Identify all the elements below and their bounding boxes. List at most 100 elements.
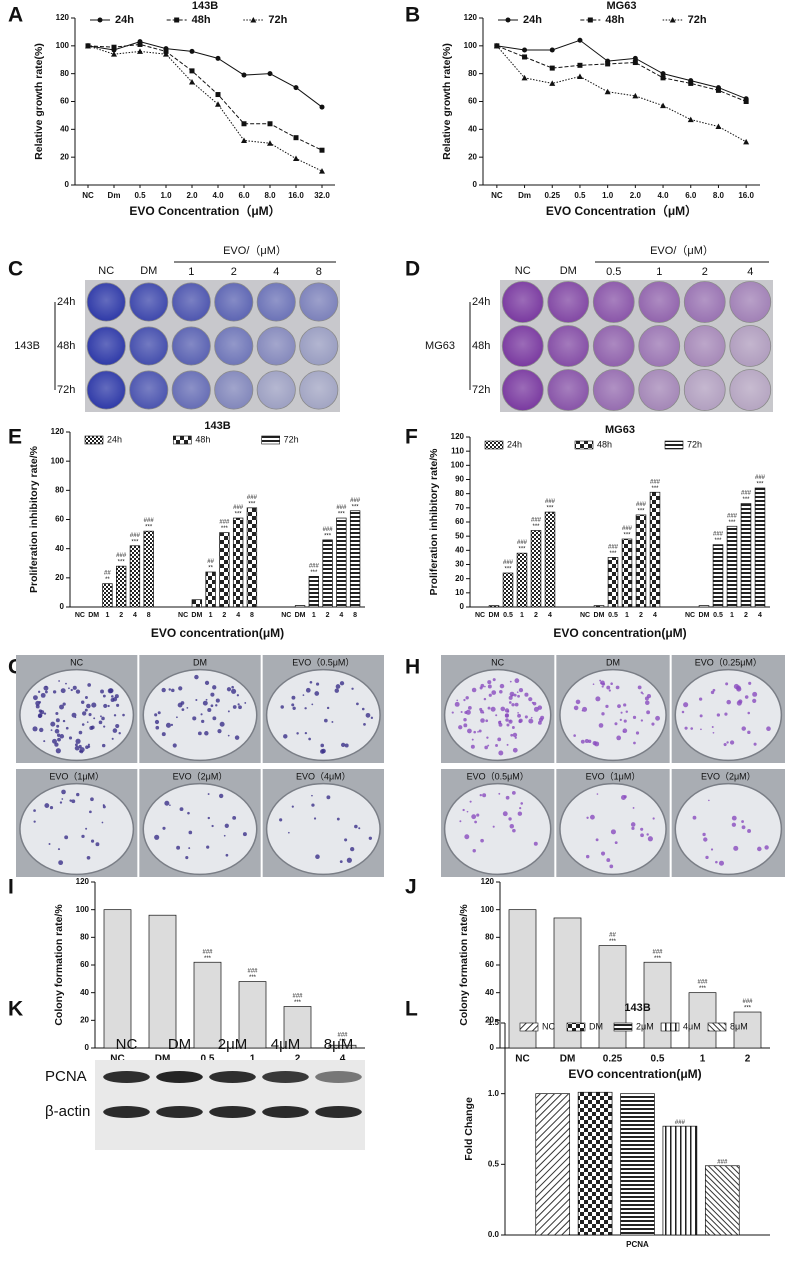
colony [176,716,178,719]
point [743,138,750,145]
colony [87,745,91,748]
dish-label: EVO（2μM） [173,771,228,781]
colony [195,698,198,702]
colony [89,810,92,814]
colony [74,743,78,747]
bar [598,945,627,1049]
x-tick-label: 4 [133,612,137,619]
well-glow [257,326,296,366]
bar [530,530,542,608]
colony [305,687,311,693]
colony [169,804,171,806]
significance-label: ### [650,479,661,485]
significance-label: ### [545,499,556,505]
colony [60,688,66,694]
panel-label: F [405,426,418,449]
legend-label: 72h [688,14,707,26]
colony [581,709,584,712]
well-glow [593,281,635,323]
colony [39,727,44,733]
x-tick-label: NC [515,1054,529,1065]
point [137,41,143,47]
colony [683,702,689,708]
colony [725,682,729,686]
plate-photo [85,280,340,412]
colony [107,704,110,708]
colony [61,789,66,795]
x-tick-label: 4 [548,612,552,619]
colony [50,729,53,732]
colony [646,710,651,715]
point [605,61,611,67]
colony [52,690,57,694]
colony [511,726,515,729]
bar [294,605,306,608]
colony [200,713,203,716]
colony [95,842,100,847]
point [267,121,273,127]
colony [700,728,702,731]
y-tick-label: 50 [455,531,464,540]
colony [610,682,613,685]
bar [733,1011,762,1049]
x-tick-label: 2 [119,612,123,619]
colony [370,716,374,719]
significance-label: *** [518,547,526,553]
colony [506,743,509,746]
point [319,147,325,153]
point [241,121,247,127]
point [549,80,556,86]
bar [698,605,710,608]
point [215,55,221,61]
colony [466,810,469,813]
point [189,68,195,74]
colony [508,817,512,821]
y-tick-label: 40 [455,545,464,554]
colony [179,807,184,812]
significance-label: ### [130,533,141,539]
x-axis-label: EVO concentration(μM) [568,1067,701,1081]
significance-label: *** [532,524,540,530]
legend-label: 2μM [636,1021,654,1031]
colony [520,802,524,805]
significance-label: *** [204,956,212,962]
colony [514,678,520,684]
colony [514,702,519,707]
colony [188,847,191,850]
colony [102,694,106,698]
colony [712,731,715,734]
colony [518,719,522,724]
legend-swatch [84,435,104,445]
blot-row-label: β-actin [45,1103,90,1120]
colony [487,744,490,747]
well-glow [593,325,635,367]
colony [202,700,208,706]
colony [62,719,66,723]
colony [487,680,492,685]
colony [463,698,466,702]
colony [90,797,94,802]
colony [168,688,171,691]
bar [238,981,267,1049]
colony [361,707,365,711]
dish [142,668,258,762]
colony [513,693,517,697]
colony [93,717,96,720]
significance-label: *** [546,506,554,512]
legend-swatch [613,1022,633,1032]
colony [165,722,171,728]
well-glow [502,325,544,367]
well-glow [684,325,726,367]
colony [744,695,749,699]
colony [491,690,497,695]
x-tick-label: 0.25 [544,191,560,200]
bar [607,557,619,608]
colony [606,858,611,862]
series-line [496,45,747,102]
colony [155,725,160,730]
colony [705,855,709,860]
y-tick-label: 40 [60,124,69,133]
bar [143,530,154,608]
colony [731,822,737,827]
colony [702,832,706,837]
